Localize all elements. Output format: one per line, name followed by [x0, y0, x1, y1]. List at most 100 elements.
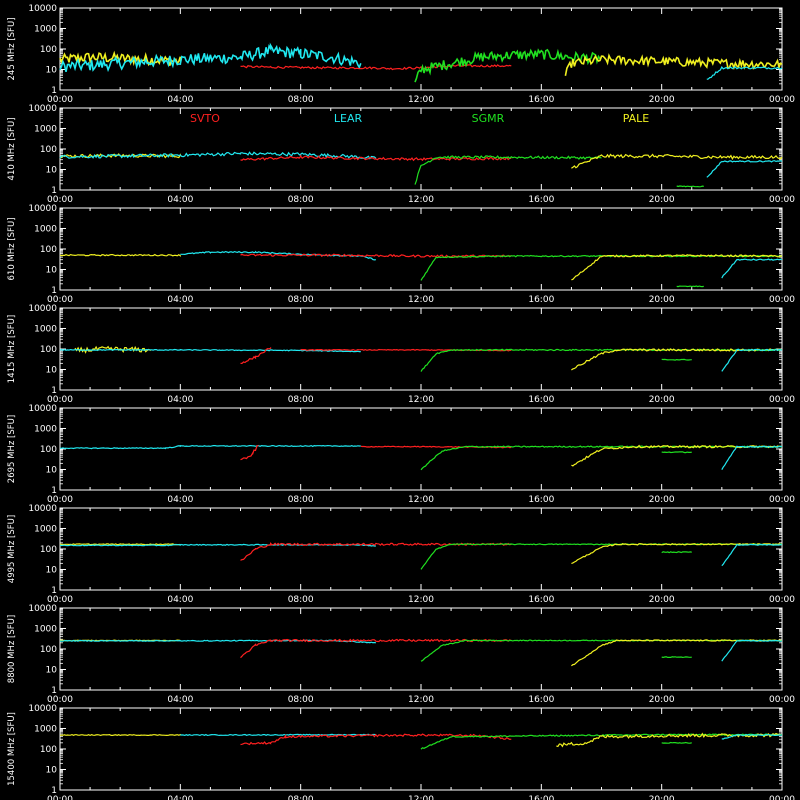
y-tick-label: 1000: [34, 725, 57, 735]
x-tick-label: 20:00: [649, 595, 675, 605]
series-sgmr: [420, 254, 783, 281]
y-tick-label: 10000: [28, 204, 57, 214]
x-tick-label: 04:00: [167, 395, 193, 405]
y-axis-label: 245 MHz [SFU]: [7, 18, 17, 81]
x-tick-label: 00:00: [769, 395, 795, 405]
y-axis-label: 15400 MHz [SFU]: [7, 712, 17, 786]
x-tick-label: 20:00: [649, 195, 675, 205]
series-pale: [571, 444, 783, 467]
x-tick-label: 08:00: [288, 795, 314, 800]
y-tick-label: 10000: [28, 604, 57, 614]
series-pale: [59, 50, 182, 68]
series-sgmr: [676, 285, 704, 288]
x-tick-label: 12:00: [408, 395, 434, 405]
series-sgmr: [676, 185, 704, 188]
x-tick-label: 16:00: [528, 395, 554, 405]
x-tick-label: 00:00: [769, 195, 795, 205]
series-sgmr: [414, 48, 602, 83]
y-tick-label: 100: [40, 245, 57, 255]
x-tick-label: 08:00: [288, 595, 314, 605]
x-tick-label: 04:00: [167, 495, 193, 505]
legend-item-svto: SVTO: [190, 112, 220, 125]
series-pale: [59, 253, 181, 257]
series-svto: [240, 253, 512, 258]
series-svto: [240, 347, 272, 364]
series-sgmr: [661, 451, 692, 454]
x-tick-label: 12:00: [408, 95, 434, 105]
series-lear: [721, 734, 783, 740]
x-tick-label: 16:00: [528, 695, 554, 705]
x-tick-label: 04:00: [167, 295, 193, 305]
x-tick-label: 04:00: [167, 95, 193, 105]
series-lear: [59, 348, 361, 353]
y-tick-label: 10000: [28, 504, 57, 514]
y-axis-label: 1415 MHz [SFU]: [7, 315, 17, 383]
series-svto: [240, 64, 512, 71]
series-pale: [59, 543, 181, 546]
y-tick-label: 10: [46, 766, 58, 776]
x-tick-label: 08:00: [288, 695, 314, 705]
y-tick-label: 1: [51, 686, 57, 696]
y-tick-label: 10: [46, 566, 58, 576]
plot-frame: [59, 607, 783, 691]
x-tick-label: 00:00: [47, 595, 73, 605]
y-tick-label: 1000: [34, 525, 57, 535]
series-pale: [571, 639, 783, 667]
y-tick-label: 10000: [28, 304, 57, 314]
legend: SVTO LEAR SGMR PALE: [190, 112, 649, 125]
y-tick-label: 1000: [34, 25, 57, 35]
y-tick-label: 1: [51, 186, 57, 196]
series-lear: [706, 160, 783, 178]
y-tick-label: 10: [46, 366, 58, 376]
series-lear: [706, 66, 783, 80]
x-tick-label: 20:00: [649, 295, 675, 305]
y-tick-label: 1: [51, 786, 57, 796]
series-sgmr: [414, 155, 602, 185]
x-tick-label: 00:00: [769, 695, 795, 705]
x-tick-label: 04:00: [167, 795, 193, 800]
x-tick-label: 04:00: [167, 195, 193, 205]
x-tick-label: 00:00: [47, 395, 73, 405]
x-tick-label: 00:00: [47, 295, 73, 305]
series-svto: [240, 154, 512, 162]
series-sgmr: [420, 348, 783, 372]
x-tick-label: 16:00: [528, 595, 554, 605]
plot-frame: [59, 407, 783, 491]
series-svto: [240, 444, 259, 461]
series-lear: [721, 543, 783, 567]
series-lear: [180, 250, 376, 261]
y-tick-label: 10000: [28, 104, 57, 114]
series-lear: [721, 348, 782, 372]
x-tick-label: 16:00: [528, 195, 554, 205]
x-tick-label: 20:00: [649, 395, 675, 405]
x-tick-label: 16:00: [528, 95, 554, 105]
series-sgmr: [661, 358, 692, 361]
y-tick-label: 10000: [28, 404, 57, 414]
series-svto: [240, 733, 512, 746]
x-tick-label: 08:00: [288, 395, 314, 405]
legend-item-lear: LEAR: [334, 112, 363, 125]
x-tick-label: 12:00: [408, 595, 434, 605]
y-tick-label: 10000: [28, 704, 57, 714]
series-pale: [59, 733, 181, 737]
series-lear: [721, 258, 783, 279]
x-tick-label: 16:00: [528, 295, 554, 305]
x-tick-label: 20:00: [649, 695, 675, 705]
y-tick-label: 100: [40, 545, 57, 555]
y-tick-label: 1000: [34, 325, 57, 335]
x-tick-label: 08:00: [288, 295, 314, 305]
plot-frame: [59, 207, 783, 291]
y-tick-label: 100: [40, 645, 57, 655]
y-axis-label: 4995 MHz [SFU]: [7, 515, 17, 583]
x-tick-label: 00:00: [769, 795, 795, 800]
plot-frame: [59, 507, 783, 591]
x-tick-label: 00:00: [47, 95, 73, 105]
y-tick-label: 1: [51, 486, 57, 496]
y-tick-label: 1000: [34, 625, 57, 635]
y-axis-label: 410 MHz [SFU]: [7, 118, 17, 181]
series-lear: [721, 445, 783, 470]
